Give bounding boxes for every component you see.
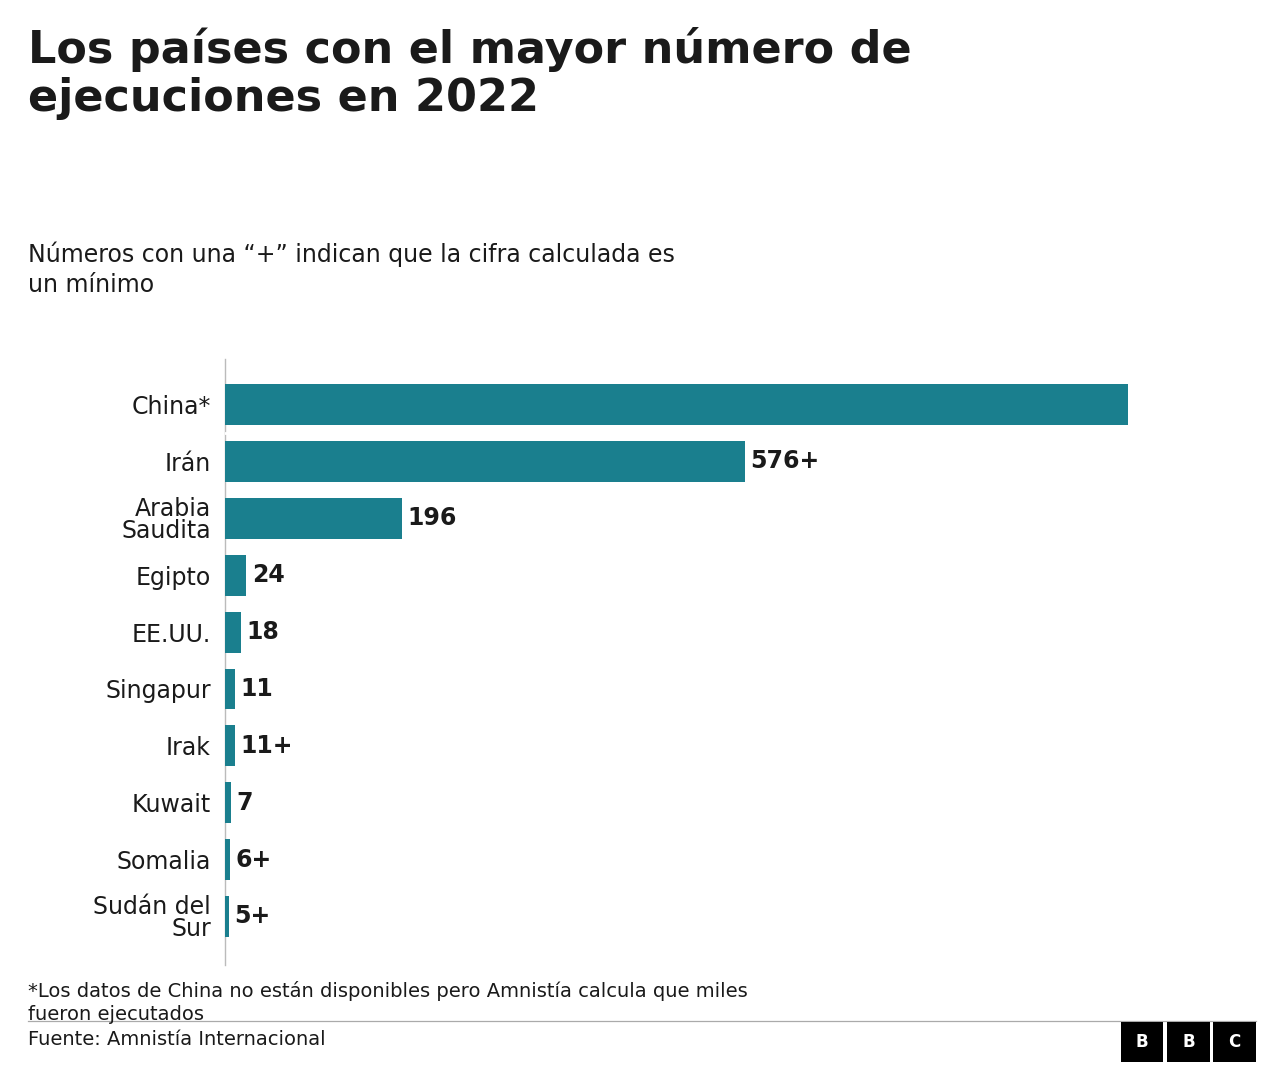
Text: 7: 7 <box>236 791 253 815</box>
Bar <box>225 384 1129 426</box>
Text: B: B <box>1183 1033 1194 1051</box>
Bar <box>225 497 402 539</box>
Text: 24: 24 <box>252 563 285 587</box>
Text: 5+: 5+ <box>235 905 271 928</box>
Text: 576+: 576+ <box>750 449 819 474</box>
Text: B: B <box>1136 1033 1148 1051</box>
Bar <box>225 441 745 482</box>
Text: Números con una “+” indican que la cifra calculada es
un mínimo: Números con una “+” indican que la cifra… <box>28 241 675 297</box>
Text: *Los datos de China no están disponibles pero Amnistía calcula que miles
fueron : *Los datos de China no están disponibles… <box>28 981 749 1025</box>
Bar <box>225 783 231 823</box>
Text: 18: 18 <box>247 620 279 644</box>
Text: 196: 196 <box>407 506 457 531</box>
Bar <box>225 896 230 937</box>
Bar <box>225 839 230 880</box>
Text: 6+: 6+ <box>235 848 272 872</box>
Bar <box>225 612 241 653</box>
Bar <box>225 554 247 596</box>
Text: 11+: 11+ <box>240 734 293 758</box>
Text: C: C <box>1229 1033 1240 1051</box>
Bar <box>225 726 235 766</box>
Text: Fuente: Amnistía Internacional: Fuente: Amnistía Internacional <box>28 1030 326 1049</box>
Text: 11: 11 <box>240 678 272 701</box>
Bar <box>225 669 235 710</box>
Text: Los países con el mayor número de
ejecuciones en 2022: Los países con el mayor número de ejecuc… <box>28 27 912 120</box>
